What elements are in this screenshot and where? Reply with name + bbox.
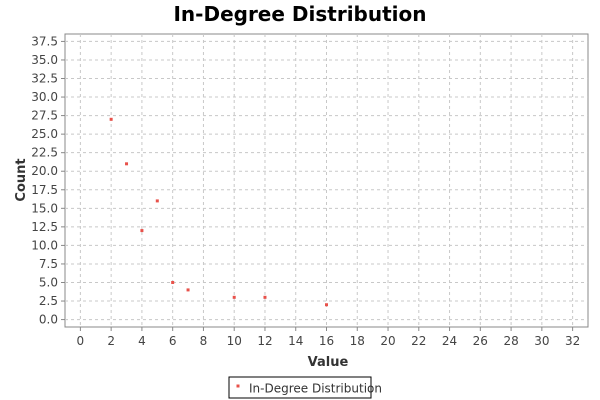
y-axis-label: Count [14,158,29,201]
data-point [171,280,175,284]
y-tick-label: 32.5 [31,72,58,86]
x-tick-label: 8 [200,334,208,348]
y-tick-label: 25.0 [31,127,58,141]
y-tick-label: 7.5 [39,257,58,271]
legend-box [228,376,372,399]
x-tick-label: 22 [411,334,426,348]
x-tick-label: 24 [442,334,457,348]
y-tick-label: 0.0 [39,313,58,327]
data-point [109,117,113,121]
legend-label: In-Degree Distribution [249,382,382,396]
data-point [155,199,159,203]
data-points [109,117,328,307]
legend-marker [236,384,240,388]
chart-title: In-Degree Distribution [173,2,426,26]
x-tick-label: 26 [473,334,488,348]
y-tick-label: 17.5 [31,183,58,197]
x-axis-label: Value [308,355,349,370]
x-tick-label: 30 [534,334,549,348]
x-tick-label: 0 [77,334,85,348]
y-tick-label: 27.5 [31,109,58,123]
x-tick-label: 20 [380,334,395,348]
legend: In-Degree Distribution [228,376,382,399]
x-tick-label: 18 [350,334,365,348]
x-tick-label: 14 [288,334,303,348]
x-tick-label: 32 [565,334,580,348]
x-tick-label: 4 [138,334,146,348]
grid-lines [65,34,588,327]
x-tick-label: 2 [107,334,115,348]
axes: 0 2 4 6 8 10 12 14 16 18 20 22 24 26 28 30 320.02.55.07.… [31,34,580,348]
data-point [186,288,190,292]
y-tick-label: 20.0 [31,164,58,178]
y-tick-label: 12.5 [31,220,58,234]
x-tick-label: 12 [257,334,272,348]
y-tick-label: 5.0 [39,275,58,289]
data-point [325,303,328,307]
data-point [125,162,129,166]
y-tick-label: 22.5 [31,146,58,160]
x-tick-label: 10 [227,334,242,348]
x-tick-label: 28 [503,334,518,348]
y-tick-label: 10.0 [31,238,58,252]
y-tick-label: 2.5 [39,294,58,308]
y-tick-label: 35.0 [31,53,58,67]
data-point [263,295,267,299]
y-tick-label: 37.5 [31,34,58,48]
y-tick-label: 15.0 [31,201,58,215]
x-tick-label: 16 [319,334,334,348]
y-tick-label: 30.0 [31,90,58,104]
x-tick-label: 6 [169,334,177,348]
data-point [232,295,236,299]
data-point [140,229,144,233]
